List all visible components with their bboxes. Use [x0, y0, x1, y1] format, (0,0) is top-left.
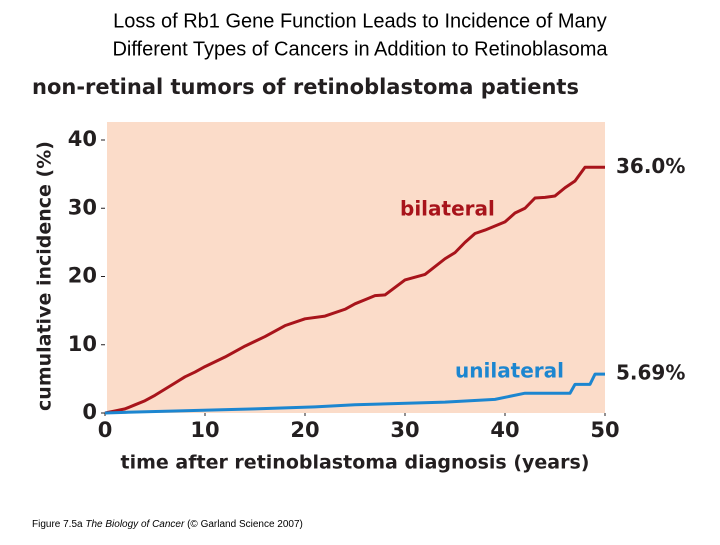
- x-tick-label: 50: [590, 418, 619, 442]
- y-tick-label: 40: [68, 127, 97, 151]
- series-line: [104, 372, 605, 415]
- y-tick-label: 20: [68, 264, 97, 288]
- caption-part: The Biology of Cancer: [85, 519, 185, 530]
- x-axis-label: time after retinoblastoma diagnosis (yea…: [121, 452, 590, 474]
- y-tick-label: 10: [68, 332, 97, 356]
- y-tick-label: 30: [68, 195, 97, 219]
- end-label: 5.69%: [616, 361, 685, 385]
- x-tick-label: 30: [390, 418, 419, 442]
- x-tick-label: 20: [290, 418, 319, 442]
- slide-title: Different Types of Cancers in Addition t…: [112, 38, 608, 60]
- end-label: 36.0%: [616, 154, 685, 178]
- caption: Figure 7.5a The Biology of Cancer (© Gar…: [32, 519, 303, 530]
- series-label: unilateral: [455, 359, 564, 383]
- y-tick-label: 0: [82, 400, 97, 424]
- series-line: [104, 165, 605, 415]
- x-tick-label: 0: [98, 418, 113, 442]
- caption-part: Figure 7.5a: [32, 519, 85, 530]
- chart-title: non-retinal tumors of retinoblastoma pat…: [32, 75, 579, 99]
- plot-background: [107, 122, 605, 413]
- x-tick-label: 40: [490, 418, 519, 442]
- caption-part: (© Garland Science 2007): [184, 519, 303, 530]
- series-label: bilateral: [400, 197, 495, 221]
- y-axis-label: cumulative incidence (%): [34, 141, 56, 411]
- slide-title: Loss of Rb1 Gene Function Leads to Incid…: [113, 10, 607, 32]
- x-tick-label: 10: [190, 418, 219, 442]
